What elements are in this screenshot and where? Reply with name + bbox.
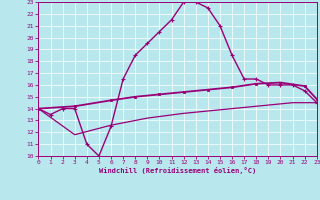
X-axis label: Windchill (Refroidissement éolien,°C): Windchill (Refroidissement éolien,°C) xyxy=(99,167,256,174)
